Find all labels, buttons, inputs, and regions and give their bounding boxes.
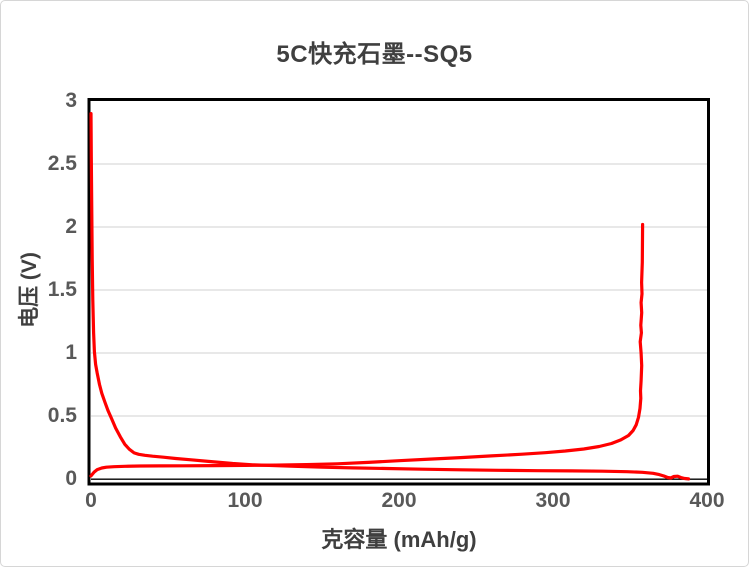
curve-charge-delithiation xyxy=(89,222,645,478)
chart-title: 5C快充石墨--SQ5 xyxy=(276,41,473,68)
x-axis-title: 克容量 (mAh/g) xyxy=(321,527,477,552)
plot-border xyxy=(87,98,710,486)
curve-discharge-lithiation xyxy=(89,111,691,481)
